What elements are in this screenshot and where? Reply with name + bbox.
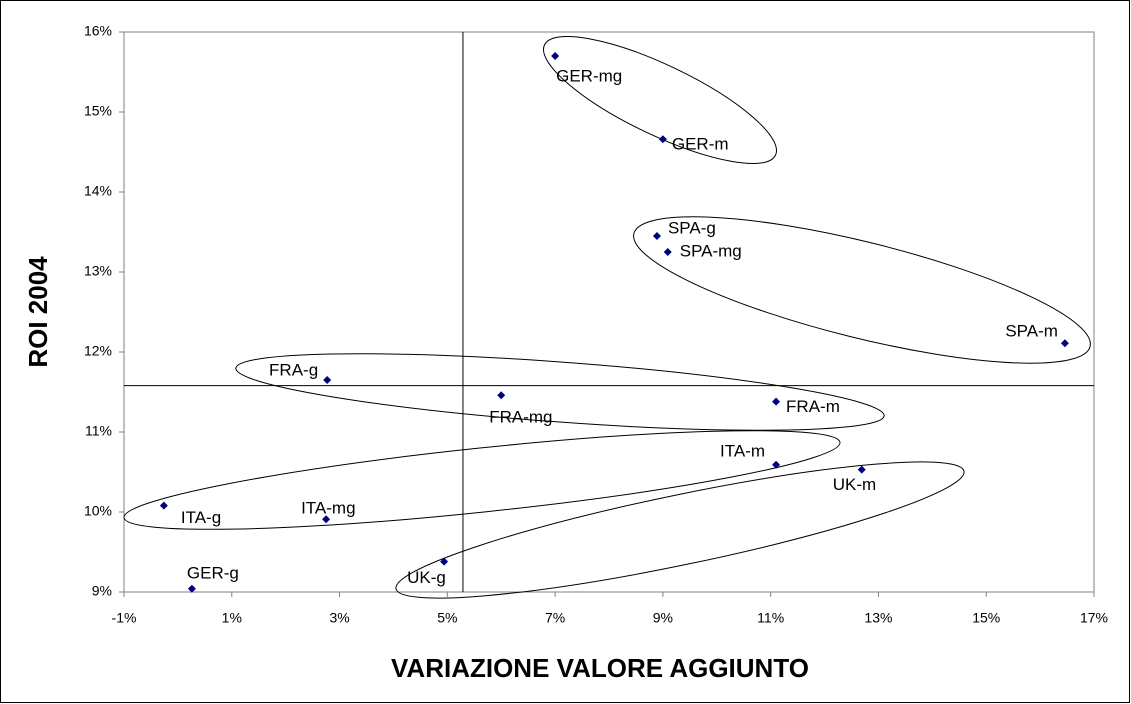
point: [187, 584, 196, 593]
x-tick-label: -1%: [112, 610, 137, 626]
point-label: FRA-g: [269, 360, 318, 379]
point: [551, 52, 560, 60]
point-label: UK-m: [833, 475, 876, 494]
x-tick-label: 11%: [757, 610, 784, 626]
point: [658, 135, 667, 144]
y-axis-title: ROI 2004: [23, 256, 53, 368]
point-label: ITA-m: [720, 441, 765, 460]
point-label: SPA-mg: [680, 241, 742, 260]
y-tick-label: 16%: [84, 23, 112, 39]
x-tick-label: 15%: [972, 610, 1000, 626]
x-tick-label: 1%: [222, 610, 242, 626]
x-tick-label: 9%: [653, 610, 673, 626]
y-tick-label: 10%: [84, 503, 112, 519]
point-label: FRA-mg: [489, 408, 552, 427]
point: [652, 232, 661, 240]
point: [497, 391, 506, 400]
point: [159, 501, 168, 510]
group-outline: [235, 353, 885, 431]
point-label: UK-g: [407, 568, 446, 587]
point-label: ITA-g: [181, 508, 221, 527]
y-tick-label: 14%: [84, 183, 112, 199]
x-tick-label: 17%: [1080, 610, 1108, 626]
group-outline: [633, 216, 1091, 364]
x-tick-label: 7%: [545, 610, 565, 626]
point: [322, 515, 331, 524]
group-outline: [123, 430, 841, 530]
point: [772, 397, 781, 406]
x-axis-title: VARIAZIONE VALORE AGGIUNTO: [391, 653, 809, 683]
point-label: GER-mg: [556, 66, 622, 85]
x-tick-label: 3%: [329, 610, 349, 626]
point: [1060, 339, 1069, 348]
point: [772, 460, 781, 469]
point-label: GER-m: [672, 135, 729, 154]
group-outline: [542, 35, 778, 165]
point-label: SPA-m: [1005, 322, 1058, 341]
point-label: SPA-g: [668, 218, 716, 237]
x-tick-label: 13%: [864, 610, 892, 626]
point-label: FRA-m: [786, 397, 840, 416]
point: [323, 376, 332, 384]
y-tick-label: 13%: [84, 263, 112, 279]
x-tick-label: 5%: [437, 610, 457, 626]
y-tick-label: 12%: [84, 343, 112, 359]
point: [857, 465, 866, 474]
y-tick-label: 11%: [85, 423, 112, 439]
group-outline: [395, 461, 965, 599]
point-label: ITA-mg: [301, 499, 355, 518]
y-tick-label: 9%: [92, 583, 112, 599]
point-label: GER-g: [187, 563, 239, 582]
point: [663, 248, 672, 256]
y-tick-label: 15%: [84, 103, 112, 119]
point: [440, 557, 449, 566]
plot-area: [123, 31, 1095, 593]
